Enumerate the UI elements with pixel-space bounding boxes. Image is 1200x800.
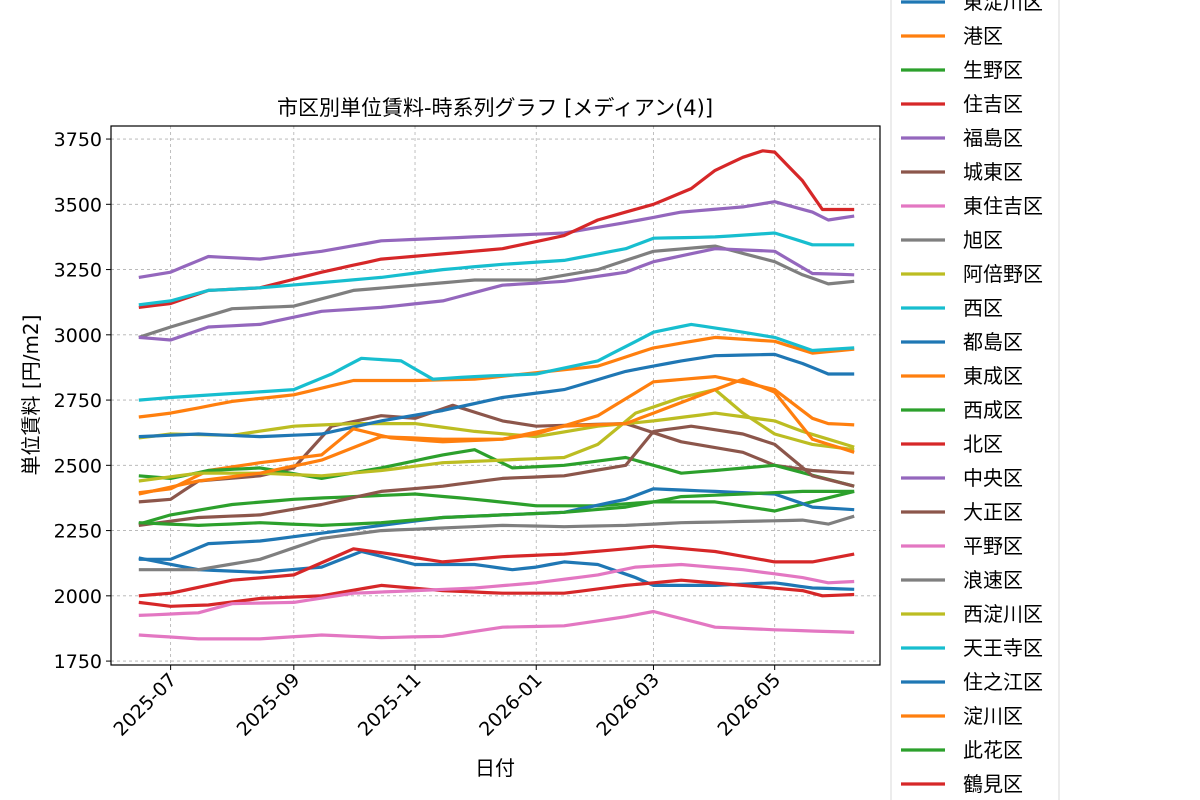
chart-title: 市区別単位賃料-時系列グラフ [メディアン(4)] <box>277 96 713 120</box>
series-line <box>138 489 855 526</box>
series-line <box>138 403 855 504</box>
series-line <box>138 322 855 402</box>
legend-label: 此花区 <box>963 738 1023 762</box>
legend-label: 西淀川区 <box>963 602 1043 626</box>
x-tick-label: 2026-01 <box>475 669 547 741</box>
x-tick-label: 2025-11 <box>354 669 426 741</box>
series-line <box>138 578 855 608</box>
legend-label: 福島区 <box>963 126 1023 150</box>
legend-label: 浪速区 <box>963 568 1023 592</box>
legend-label: 平野区 <box>963 534 1023 558</box>
y-tick-label: 3500 <box>54 194 102 216</box>
legend-label: 住吉区 <box>963 92 1023 116</box>
series-line <box>138 231 855 307</box>
y-tick-label: 2000 <box>54 586 102 608</box>
series-line <box>138 200 855 279</box>
legend-label: 生野区 <box>963 58 1023 82</box>
series-line <box>138 247 855 342</box>
series-line <box>138 424 855 527</box>
legend-label: 東住吉区 <box>963 194 1043 218</box>
legend-label: 西成区 <box>963 398 1023 422</box>
y-tick-label: 3250 <box>54 260 102 282</box>
legend-label: 大正区 <box>963 500 1023 524</box>
legend-label: 西区 <box>963 296 1003 320</box>
x-tick-label: 2025-09 <box>233 669 305 741</box>
legend-label: 東成区 <box>963 364 1023 388</box>
legend-label: 東淀川区 <box>963 0 1043 14</box>
legend-label: 城東区 <box>963 160 1023 184</box>
legend-label: 都島区 <box>963 330 1023 354</box>
legend-label: 北区 <box>963 432 1003 456</box>
series-line <box>138 411 855 449</box>
legend-label: 阿倍野区 <box>963 262 1043 286</box>
x-tick-label: 2026-05 <box>714 669 786 741</box>
legend-label: 中央区 <box>963 466 1023 490</box>
series-lines <box>138 149 855 641</box>
series-line <box>138 377 855 496</box>
legend-label: 鶴見区 <box>963 772 1023 796</box>
y-tick-label: 3750 <box>54 129 102 151</box>
x-tick-label: 2025-07 <box>109 669 181 741</box>
series-line <box>138 244 855 339</box>
series-line <box>138 514 855 572</box>
y-tick-label: 2750 <box>54 390 102 412</box>
series-line <box>138 489 855 528</box>
legend-label: 天王寺区 <box>963 636 1043 660</box>
series-line <box>138 562 855 617</box>
series-line <box>138 609 855 641</box>
x-tick-label: 2026-03 <box>592 669 664 741</box>
plot-area-frame <box>110 125 881 666</box>
y-axis-label: 単位賃料 [円/m2] <box>19 315 43 476</box>
y-tick-label: 3000 <box>54 325 102 347</box>
series-line <box>138 149 855 309</box>
series-line <box>138 544 855 598</box>
legend-label: 淀川区 <box>963 704 1023 728</box>
legend-label: 住之江区 <box>963 670 1043 694</box>
legend-label: 旭区 <box>963 228 1003 252</box>
y-tick-label: 1750 <box>54 651 102 673</box>
series-line <box>138 352 855 439</box>
x-axis-label: 日付 <box>475 756 515 780</box>
y-tick-label: 2500 <box>54 455 102 477</box>
legend: 東淀川区港区生野区住吉区福島区城東区東住吉区旭区阿倍野区西区都島区東成区西成区北… <box>890 0 1060 800</box>
legend-label: 港区 <box>963 24 1003 48</box>
y-tick-label: 2250 <box>54 521 102 543</box>
legend-box <box>890 0 1060 800</box>
